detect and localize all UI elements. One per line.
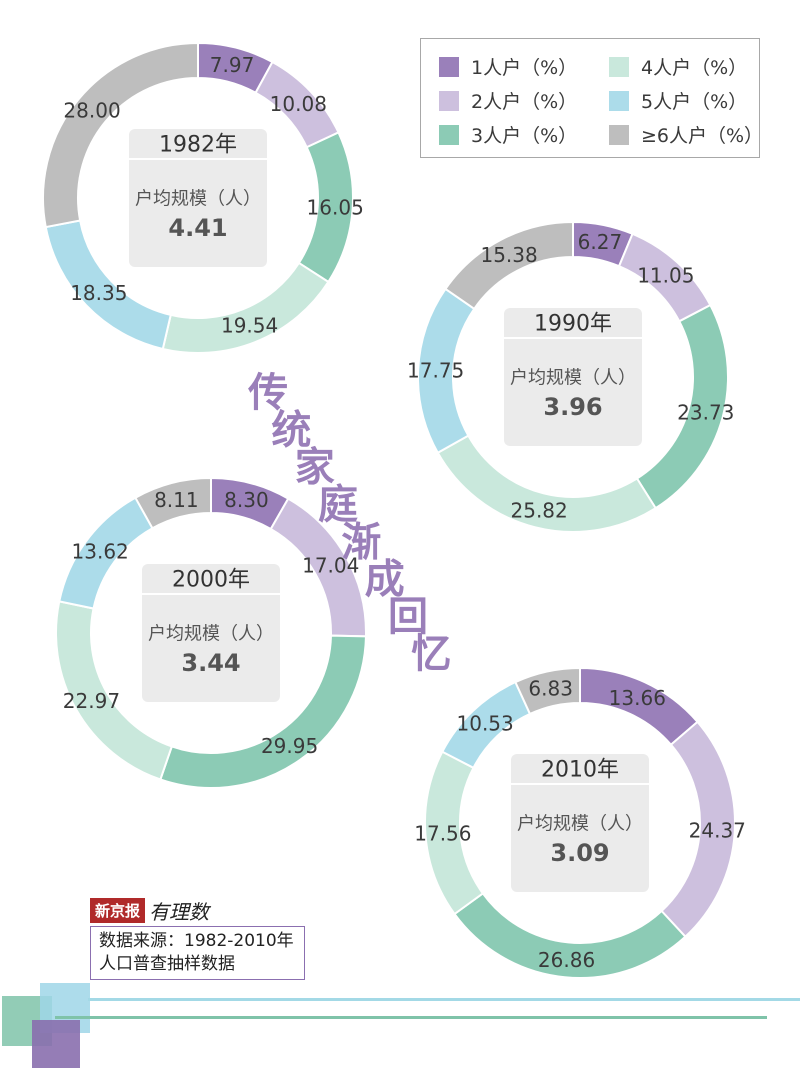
year-label: 2000年: [172, 568, 250, 593]
donut-chart-1990年: 6.27 11.05 23.73 25.82 17.75 15.38 1990年户均规模（人…: [407, 220, 734, 533]
year-label: 1990年: [534, 312, 612, 337]
legend-item-6: ≥6人户（%）: [609, 121, 763, 148]
slice-value-label: 24.37: [689, 819, 746, 843]
data-source-box: 数据来源：1982-2010年 人口普查抽样数据: [90, 926, 305, 980]
slice-value-label: 17.56: [414, 821, 471, 845]
slice-value-label: 25.82: [511, 498, 568, 522]
legend-label-2: 2人户（%）: [471, 91, 578, 113]
legend-item-2: 2人户（%）: [439, 87, 577, 114]
avg-size-value: 3.09: [550, 839, 609, 867]
slice-value-label: 15.38: [480, 243, 537, 267]
legend-item-1: 1人户（%）: [439, 53, 577, 80]
legend-label-5: 5人户（%）: [641, 91, 748, 113]
legend-label-6: ≥6人户（%）: [641, 125, 764, 147]
donut-chart-2000年: 8.30 17.04 29.95 22.97 13.62 8.11 2000年户均规模（人）…: [55, 476, 367, 789]
slice-value-label: 23.73: [677, 401, 734, 425]
data-source-line-1: 数据来源：1982-2010年: [99, 931, 294, 951]
slice-value-label: 6.27: [578, 230, 623, 254]
slice-value-label: 8.11: [154, 488, 199, 512]
slice-value-label: 13.66: [609, 686, 666, 710]
slice-value-label: 26.86: [538, 948, 595, 972]
legend-swatch-3: [439, 124, 459, 145]
slice-value-label: 16.05: [307, 195, 364, 219]
slice-value-label: 8.30: [224, 488, 269, 512]
legend-swatch-2: [439, 90, 459, 111]
legend-item-4: 4人户（%）: [609, 53, 747, 80]
avg-size-value: 3.96: [543, 393, 602, 421]
legend-swatch-1: [439, 56, 459, 77]
legend-label-1: 1人户（%）: [471, 57, 578, 79]
decor-square-purple: [32, 1020, 80, 1068]
donut-slice: [134, 476, 212, 530]
legend-item-3: 3人户（%）: [439, 121, 577, 148]
donut-chart-2010年: 13.66 24.37 26.86 17.56 10.53 6.83 2010年户均规模（人…: [414, 666, 746, 979]
avg-size-label: 户均规模（人）: [148, 624, 274, 645]
center-box: [142, 564, 280, 702]
legend-swatch-5: [609, 90, 629, 111]
brand-logo: 新京报: [90, 897, 146, 923]
decor-line-green: [55, 1016, 767, 1019]
legend-swatch-6: [609, 124, 629, 145]
slice-value-label: 7.97: [210, 53, 255, 77]
legend-label-4: 4人户（%）: [641, 57, 748, 79]
slice-value-label: 17.75: [407, 359, 464, 383]
center-box: [129, 129, 267, 267]
legend-label-3: 3人户（%）: [471, 125, 578, 147]
slice-value-label: 10.08: [270, 92, 327, 116]
donut-chart-1982年: 7.97 10.08 16.05 19.54 18.35 28.00 1982年户均规模（人…: [42, 41, 364, 354]
avg-size-value: 3.44: [181, 649, 240, 677]
slice-value-label: 17.04: [302, 553, 359, 577]
avg-size-value: 4.41: [168, 214, 227, 242]
slice-value-label: 18.35: [70, 281, 127, 305]
year-label: 2010年: [541, 758, 619, 783]
slice-value-label: 13.62: [72, 540, 129, 564]
decor-line-blue: [88, 998, 800, 1001]
legend: 1人户（%） 2人户（%） 3人户（%） 4人户（%） 5人户（%） ≥6人户（…: [420, 38, 763, 158]
donut-slice: [444, 220, 574, 311]
year-label: 1982年: [159, 133, 237, 158]
donut-slice: [42, 41, 199, 229]
donut-slice: [514, 666, 581, 716]
data-source-line-2: 人口普查抽样数据: [99, 954, 235, 974]
center-box: [504, 308, 642, 446]
avg-size-label: 户均规模（人）: [135, 189, 261, 210]
slice-value-label: 28.00: [63, 98, 120, 122]
slice-value-label: 29.95: [261, 734, 318, 758]
center-box: [511, 754, 649, 892]
legend-item-5: 5人户（%）: [609, 87, 747, 114]
title-char: 忆: [411, 631, 456, 678]
brand-column-name: 有理数: [149, 899, 210, 924]
donut-slice: [161, 261, 330, 354]
slice-value-label: 11.05: [637, 264, 694, 288]
brand: 新京报 有理数: [90, 897, 210, 924]
slice-value-label: 19.54: [221, 313, 278, 337]
slice-value-label: 6.83: [528, 677, 573, 701]
slice-value-label: 10.53: [457, 711, 514, 735]
legend-swatch-4: [609, 56, 629, 77]
avg-size-label: 户均规模（人）: [517, 814, 643, 835]
avg-size-label: 户均规模（人）: [510, 368, 636, 389]
slice-value-label: 22.97: [63, 689, 120, 713]
